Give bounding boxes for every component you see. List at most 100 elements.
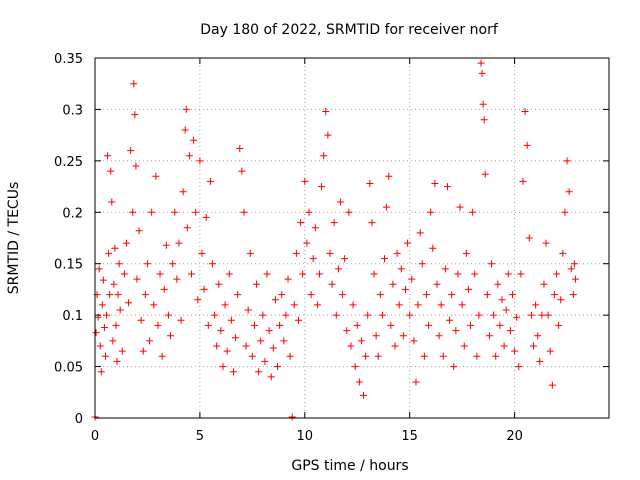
data-point <box>115 260 123 268</box>
data-point <box>182 105 190 113</box>
data-point <box>263 270 271 278</box>
data-point <box>95 265 103 273</box>
data-point <box>517 270 525 278</box>
data-point <box>475 311 483 319</box>
y-tick-label: 0.25 <box>54 155 83 170</box>
data-point <box>103 311 111 319</box>
data-point <box>538 311 546 319</box>
data-point <box>104 152 112 160</box>
data-points <box>91 59 579 421</box>
data-point <box>122 239 130 247</box>
data-point <box>374 352 382 360</box>
data-point <box>120 270 128 278</box>
data-point <box>385 172 393 180</box>
data-point <box>192 208 200 216</box>
x-axis-ticks: 0 5 10 15 20 <box>91 58 523 444</box>
data-point <box>443 183 451 191</box>
data-point <box>378 311 386 319</box>
data-point <box>351 363 359 371</box>
data-point <box>146 337 154 345</box>
data-point <box>213 342 221 350</box>
data-point <box>370 270 378 278</box>
data-point <box>97 368 105 376</box>
data-point <box>360 391 368 399</box>
y-axis-ticks: 0 0.05 0.1 0.15 0.2 0.25 0.3 0.35 <box>54 52 609 427</box>
x-tick-label: 0 <box>91 429 99 444</box>
data-point <box>383 203 391 211</box>
data-point <box>502 306 510 314</box>
data-point <box>105 249 113 257</box>
data-point <box>532 301 540 309</box>
data-point <box>355 378 363 386</box>
data-point <box>341 255 349 263</box>
data-point <box>167 332 175 340</box>
data-point <box>148 208 156 216</box>
data-point <box>364 311 372 319</box>
data-point <box>154 321 162 329</box>
data-point <box>521 107 529 115</box>
data-point <box>420 352 428 360</box>
data-point <box>561 208 569 216</box>
data-point <box>416 229 424 237</box>
data-point <box>267 373 275 381</box>
data-point <box>376 291 384 299</box>
data-point <box>100 323 108 331</box>
x-tick-label: 5 <box>196 429 204 444</box>
data-point <box>276 321 284 329</box>
data-point <box>162 241 170 249</box>
data-point <box>208 260 216 268</box>
data-point <box>492 352 500 360</box>
data-point <box>425 321 433 329</box>
data-point <box>458 301 466 309</box>
data-point <box>107 167 115 175</box>
data-point <box>525 234 533 242</box>
data-point <box>219 363 227 371</box>
data-point <box>194 296 202 304</box>
data-point <box>280 337 288 345</box>
y-tick-label: 0.35 <box>54 52 83 67</box>
data-point <box>529 342 537 350</box>
data-point <box>116 306 124 314</box>
data-point <box>504 270 512 278</box>
data-point <box>478 69 486 77</box>
data-point <box>559 249 567 257</box>
data-point <box>450 363 458 371</box>
data-point <box>223 347 231 355</box>
data-point <box>412 378 420 386</box>
data-point <box>506 327 514 335</box>
data-point <box>553 270 561 278</box>
data-point <box>221 301 229 309</box>
data-point <box>391 342 399 350</box>
data-point <box>557 296 565 304</box>
data-point <box>410 337 418 345</box>
data-point <box>240 208 248 216</box>
data-point <box>160 285 168 293</box>
data-point <box>242 342 250 350</box>
data-point <box>353 321 361 329</box>
x-tick-label: 15 <box>401 429 418 444</box>
data-point <box>292 249 300 257</box>
data-point <box>261 357 269 365</box>
data-point <box>349 301 357 309</box>
data-point <box>460 342 468 350</box>
data-point <box>513 313 521 321</box>
x-tick-label: 10 <box>297 429 314 444</box>
data-point <box>196 157 204 165</box>
data-point <box>431 179 439 187</box>
data-point <box>313 301 321 309</box>
data-point <box>152 172 160 180</box>
y-tick-label: 0.1 <box>62 309 83 324</box>
data-point <box>299 270 307 278</box>
data-point <box>297 219 305 227</box>
data-point <box>171 208 179 216</box>
data-point <box>150 301 158 309</box>
data-point <box>255 368 263 376</box>
data-point <box>393 249 401 257</box>
data-point <box>343 327 351 335</box>
data-point <box>177 316 185 324</box>
data-point <box>406 311 414 319</box>
data-point <box>534 332 542 340</box>
data-point <box>508 291 516 299</box>
data-point <box>483 291 491 299</box>
